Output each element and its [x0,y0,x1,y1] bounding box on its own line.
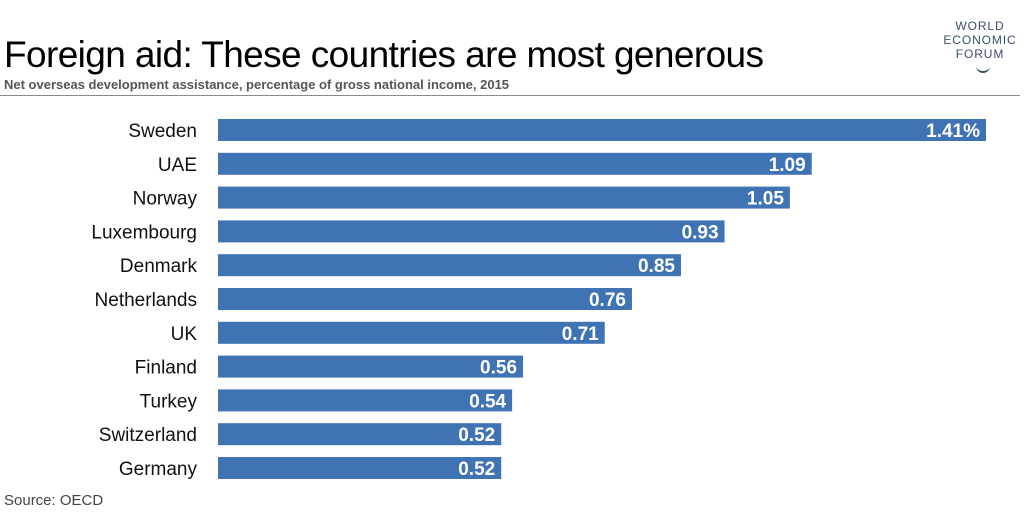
data-label: 0.54 [469,391,506,412]
data-label: 0.85 [638,256,675,277]
world-economic-forum-logo: WORLD ECONOMIC FORUM [936,20,1024,78]
logo-line-3: FORUM [955,47,1005,61]
data-label: 1.41% [926,121,980,142]
logo-line-1: WORLD [955,19,1005,33]
category-label: Finland [135,358,197,379]
category-label: Switzerland [99,425,197,446]
data-label: 0.56 [480,358,517,379]
category-label: Luxembourg [91,222,197,243]
data-label: 0.76 [589,290,626,311]
bar-luxembourg [218,220,725,243]
bar-switzerland [218,423,502,446]
logo-line-2: ECONOMIC [943,33,1017,47]
category-label: Denmark [120,256,198,277]
data-label: 1.05 [747,189,784,210]
bar-chart: Sweden 1.41% UAE 1.09 Norway 1.05 Luxembourg 0.… [91,119,986,480]
chart-title: Foreign aid: These countries are most ge… [4,34,764,75]
chart-subtitle: Net overseas development assistance, per… [4,77,510,92]
category-label: UAE [158,155,197,176]
source-note: Source: OECD [4,492,104,509]
category-label: Germany [119,459,198,480]
bar-uae [218,152,812,175]
logo-arc-icon [976,64,990,73]
category-label: Turkey [140,391,198,412]
data-label: 0.93 [682,222,719,243]
category-label: UK [171,324,198,345]
header-divider [0,95,1020,96]
bar-finland [218,355,524,378]
data-label: 0.52 [458,459,495,480]
category-label: Sweden [128,121,197,142]
data-label: 1.09 [769,155,806,176]
data-label: 0.52 [458,425,495,446]
bar-germany [218,457,502,479]
category-label: Netherlands [95,290,197,311]
data-label: 0.71 [562,324,599,345]
bar-norway [218,186,790,209]
bar-netherlands [218,288,632,310]
bar-sweden [218,119,986,141]
bar-turkey [218,389,513,412]
bar-uk [218,321,605,344]
bar-denmark [218,254,681,277]
category-label: Norway [133,189,198,210]
